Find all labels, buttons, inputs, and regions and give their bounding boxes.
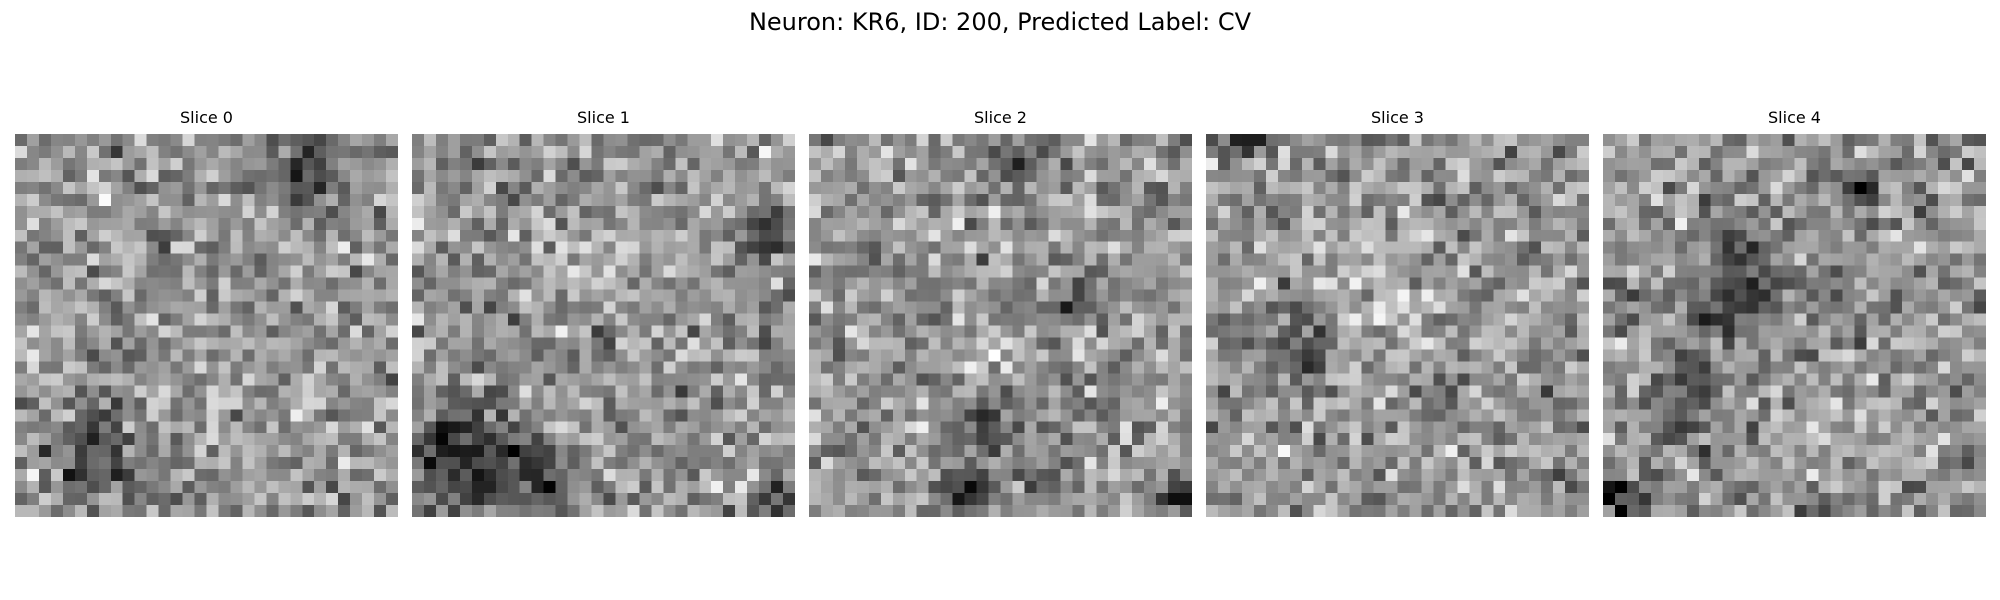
slices-row: Slice 0 Slice 1 Slice 2 Slice 3 Slice 4 [0,106,2000,526]
slice-panel-3: Slice 3 [1206,106,1589,517]
slice-image-4 [1603,134,1986,517]
slice-panel-4: Slice 4 [1603,106,1986,517]
slice-panel-1: Slice 1 [412,106,795,517]
figure-title: Neuron: KR6, ID: 200, Predicted Label: C… [748,8,1252,36]
slice-pixels-1 [412,134,795,517]
slice-title-2: Slice 2 [974,108,1027,127]
slice-title-3: Slice 3 [1371,108,1424,127]
slice-title-0: Slice 0 [180,108,233,127]
slice-image-0 [15,134,398,517]
slice-pixels-2 [809,134,1192,517]
slice-image-3 [1206,134,1589,517]
slice-pixels-0 [15,134,398,517]
slice-panel-0: Slice 0 [15,106,398,517]
slice-pixels-3 [1206,134,1589,517]
slice-image-1 [412,134,795,517]
slice-pixels-4 [1603,134,1986,517]
slice-image-2 [809,134,1192,517]
slice-panel-2: Slice 2 [809,106,1192,517]
slice-title-1: Slice 1 [577,108,630,127]
slice-title-4: Slice 4 [1768,108,1821,127]
